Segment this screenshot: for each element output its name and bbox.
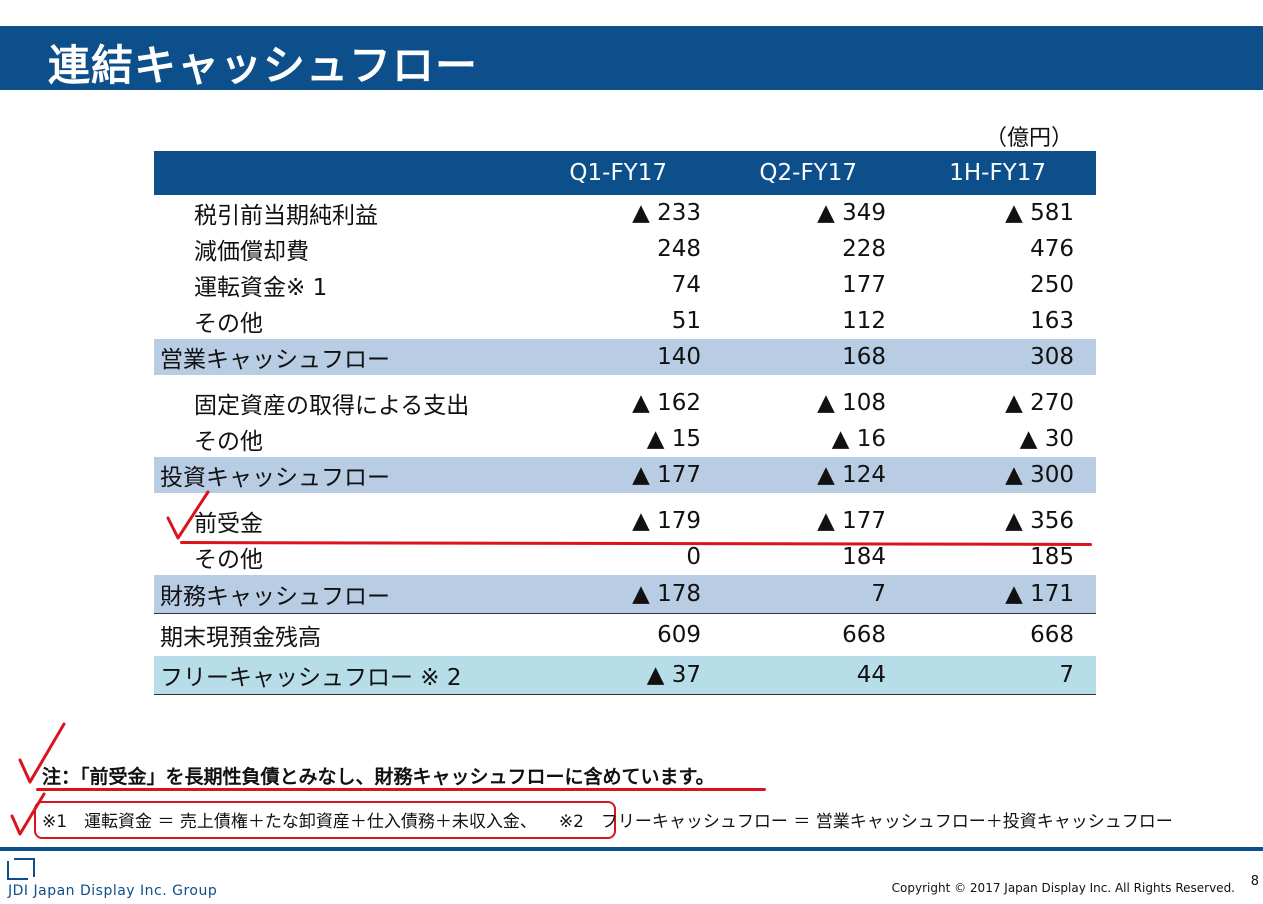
note-definitions: ※1 運転資金 ＝ 売上債権＋たな卸資産＋仕入債務＋未収入金、 ※2 フリーキャッ… bbox=[42, 807, 1173, 832]
note-working-capital: ※1 運転資金 ＝ 売上債権＋たな卸資産＋仕入債務＋未収入金、 bbox=[42, 812, 537, 832]
jdi-logo-icon bbox=[7, 858, 35, 880]
row-label: フリーキャッシュフロー ※ 2 bbox=[154, 656, 544, 695]
table-row: フリーキャッシュフロー ※ 2 ▲ 37 44 7 bbox=[154, 656, 1096, 695]
table-row: その他 ▲ 15 ▲ 16 ▲ 30 bbox=[154, 421, 1096, 457]
value-cell: 7 bbox=[701, 575, 886, 614]
header-blank bbox=[154, 151, 544, 195]
value-cell: 51 bbox=[671, 308, 701, 334]
value-cell: ▲ 162 bbox=[632, 390, 701, 416]
value-cell: 177 bbox=[842, 272, 886, 298]
spacer-row bbox=[154, 493, 1096, 503]
value-cell: 185 bbox=[1030, 544, 1074, 570]
value-cell: 248 bbox=[657, 236, 701, 262]
value-cell: ▲ 233 bbox=[632, 200, 701, 226]
red-box-annotation bbox=[34, 801, 616, 839]
row-label: その他 bbox=[194, 429, 263, 455]
value-cell: 184 bbox=[842, 544, 886, 570]
red-underline-annotation bbox=[36, 788, 766, 791]
column-header-q1: Q1-FY17 bbox=[544, 151, 701, 195]
unit-label: （億円） bbox=[984, 126, 1073, 151]
table-row: 固定資産の取得による支出 ▲ 162 ▲ 108 ▲ 270 bbox=[154, 385, 1096, 421]
value-cell: ▲ 177 bbox=[817, 508, 886, 534]
value-cell: ▲ 300 bbox=[886, 457, 1096, 493]
title-bar: 連結キャッシュフロー bbox=[0, 26, 1263, 90]
value-cell: ▲ 177 bbox=[544, 457, 701, 493]
value-cell: ▲ 179 bbox=[632, 508, 701, 534]
value-cell: ▲ 30 bbox=[1019, 426, 1074, 452]
value-cell: ▲ 356 bbox=[1005, 508, 1074, 534]
value-cell: ▲ 178 bbox=[544, 575, 701, 614]
row-label: 期末現預金残高 bbox=[154, 613, 544, 656]
table-row: その他 51 112 163 bbox=[154, 303, 1096, 339]
cash-flow-table: Q1-FY17 Q2-FY17 1H-FY17 税引前当期純利益 ▲ 233 ▲ 3… bbox=[154, 151, 1096, 695]
row-label: 営業キャッシュフロー bbox=[154, 339, 544, 375]
row-label: 前受金 bbox=[194, 511, 263, 537]
row-label: 減価償却費 bbox=[194, 239, 309, 265]
table-row: 期末現預金残高 609 668 668 bbox=[154, 613, 1096, 656]
table-row: 税引前当期純利益 ▲ 233 ▲ 349 ▲ 581 bbox=[154, 195, 1096, 231]
value-cell: ▲ 171 bbox=[886, 575, 1096, 614]
page-title: 連結キャッシュフロー bbox=[48, 41, 479, 90]
value-cell: 112 bbox=[842, 308, 886, 334]
spacer-cell bbox=[154, 375, 1096, 385]
value-cell: ▲ 124 bbox=[701, 457, 886, 493]
value-cell: 140 bbox=[544, 339, 701, 375]
page-number: 8 bbox=[1250, 874, 1259, 889]
value-cell: ▲ 16 bbox=[831, 426, 886, 452]
value-cell: 476 bbox=[1030, 236, 1074, 262]
value-cell: 44 bbox=[701, 656, 886, 695]
table-row: 投資キャッシュフロー ▲ 177 ▲ 124 ▲ 300 bbox=[154, 457, 1096, 493]
row-label: その他 bbox=[194, 547, 263, 573]
table-row: 営業キャッシュフロー 140 168 308 bbox=[154, 339, 1096, 375]
value-cell: 168 bbox=[701, 339, 886, 375]
footer-rule bbox=[0, 847, 1263, 851]
value-cell: 668 bbox=[701, 613, 886, 656]
row-label: 財務キャッシュフロー bbox=[154, 575, 544, 614]
value-cell: 7 bbox=[886, 656, 1096, 695]
column-header-q2: Q2-FY17 bbox=[701, 151, 886, 195]
row-label: その他 bbox=[194, 311, 263, 337]
check-mark-icon bbox=[166, 490, 210, 540]
value-cell: 74 bbox=[671, 272, 701, 298]
copyright: Copyright © 2017 Japan Display Inc. All … bbox=[891, 881, 1235, 895]
value-cell: 308 bbox=[886, 339, 1096, 375]
table-row: 減価償却費 248 228 476 bbox=[154, 231, 1096, 267]
row-label: 税引前当期純利益 bbox=[194, 203, 378, 229]
row-label: 固定資産の取得による支出 bbox=[194, 393, 470, 419]
table-body: 税引前当期純利益 ▲ 233 ▲ 349 ▲ 581 減価償却費 248 228 476 運転資… bbox=[154, 195, 1096, 695]
value-cell: 609 bbox=[544, 613, 701, 656]
value-cell: 250 bbox=[1030, 272, 1074, 298]
spacer-cell bbox=[154, 493, 1096, 503]
note-advance-payment: 注：「前受金」を長期性負債とみなし、財務キャッシュフローに含めています。 bbox=[42, 766, 715, 788]
column-header-1h: 1H-FY17 bbox=[886, 151, 1096, 195]
value-cell: 163 bbox=[1030, 308, 1074, 334]
value-cell: ▲ 270 bbox=[1005, 390, 1074, 416]
value-cell: ▲ 37 bbox=[544, 656, 701, 695]
note-free-cash-flow: ※2 フリーキャッシュフロー ＝ 営業キャッシュフロー＋投資キャッシュフロー bbox=[558, 812, 1173, 832]
check-mark-icon bbox=[18, 722, 66, 784]
value-cell: ▲ 108 bbox=[817, 390, 886, 416]
table-row: 前受金 ▲ 179 ▲ 177 ▲ 356 bbox=[154, 503, 1096, 539]
value-cell: 668 bbox=[886, 613, 1096, 656]
company-logo-text: JDI Japan Display Inc. Group bbox=[8, 883, 218, 899]
value-cell: 228 bbox=[842, 236, 886, 262]
value-cell: ▲ 15 bbox=[646, 426, 701, 452]
table-row: 運転資金※ 1 74 177 250 bbox=[154, 267, 1096, 303]
value-cell: ▲ 581 bbox=[1005, 200, 1074, 226]
value-cell: 0 bbox=[686, 544, 701, 570]
value-cell: ▲ 349 bbox=[817, 200, 886, 226]
table-row: その他 0 184 185 bbox=[154, 539, 1096, 575]
table-row: 財務キャッシュフロー ▲ 178 7 ▲ 171 bbox=[154, 575, 1096, 614]
table-header-row: Q1-FY17 Q2-FY17 1H-FY17 bbox=[154, 151, 1096, 195]
row-label: 投資キャッシュフロー bbox=[154, 457, 544, 493]
spacer-row bbox=[154, 375, 1096, 385]
row-label: 運転資金※ 1 bbox=[194, 275, 328, 301]
